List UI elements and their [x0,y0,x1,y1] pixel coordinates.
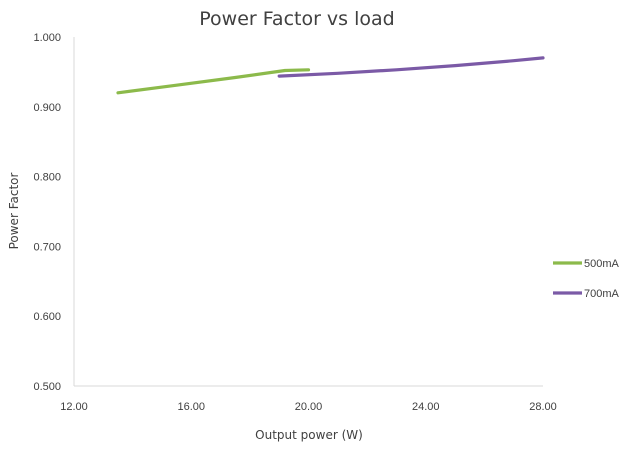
legend-label-700mA: 700mA [584,288,620,300]
x-axis-label: Output power (W) [255,428,363,442]
legend: 500mA 700mA [553,258,620,300]
series-lines [116,56,545,95]
chart-title: Power Factor vs load [199,8,394,30]
x-tick-label: 24.00 [412,401,440,413]
series-line-500mA [116,68,311,95]
y-tick-label: 1.000 [33,32,61,44]
y-tick-label: 0.500 [33,381,61,393]
x-tick-label: 12.00 [60,401,88,413]
series-line-700mA [277,56,545,78]
y-tick-label: 0.600 [33,311,61,323]
axes [73,37,543,387]
x-tick-label: 16.00 [177,401,205,413]
y-tick-label: 0.900 [33,102,61,114]
y-tick-label: 0.800 [33,172,61,184]
tick-labels: 12.00 16.00 20.00 24.00 28.00 0.500 0.600 0.700… [33,32,556,413]
legend-label-500mA: 500mA [584,258,620,270]
x-tick-label: 20.00 [295,401,323,413]
y-tick-label: 0.700 [33,241,61,253]
x-tick-label: 28.00 [529,401,557,413]
y-axis-label: Power Factor [7,173,21,250]
